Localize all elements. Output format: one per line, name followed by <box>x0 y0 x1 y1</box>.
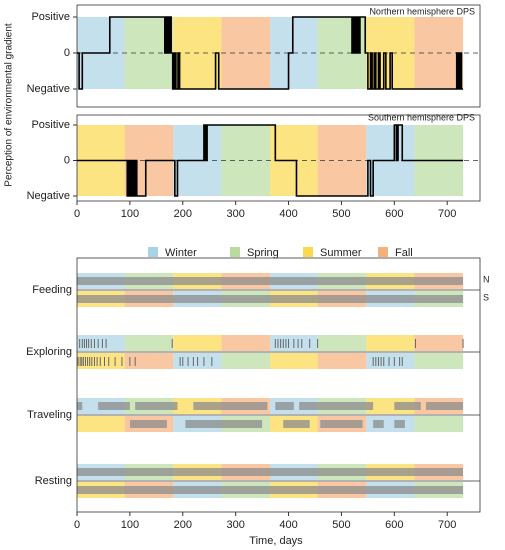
behavior-span <box>373 420 384 428</box>
x-tick-label: 600 <box>385 208 403 220</box>
season-band <box>270 353 318 369</box>
behavior-span <box>77 295 464 303</box>
behavior-span <box>77 486 464 494</box>
season-band <box>124 335 174 351</box>
behavior-span <box>135 402 178 410</box>
behavior-span <box>185 420 263 428</box>
behavior-label: Traveling <box>27 409 72 421</box>
season-band <box>221 125 271 196</box>
season-band <box>317 353 367 369</box>
x-tick-label: 100 <box>121 208 139 220</box>
x-axis-label: Time, days <box>249 535 303 547</box>
behavior-span <box>129 420 167 428</box>
legend-swatch <box>230 247 240 257</box>
behavior-span <box>426 402 464 410</box>
panel-title: Southern hemisphere DPS <box>368 112 475 122</box>
x-tick-label: 700 <box>438 519 456 531</box>
behavior-span <box>77 402 83 410</box>
x-tick-label: 700 <box>438 208 456 220</box>
behavior-span <box>275 402 294 410</box>
behavior-label: Feeding <box>32 284 72 296</box>
panel-frame <box>76 4 481 108</box>
behavior-span <box>394 420 405 428</box>
season-band <box>221 353 271 369</box>
legend-label: Spring <box>247 247 279 259</box>
x-tick-label: 500 <box>332 208 350 220</box>
step-line <box>77 124 464 197</box>
legend-label: Winter <box>165 247 197 259</box>
season-band <box>77 353 125 369</box>
hemisphere-label: N <box>483 274 490 284</box>
behavior-span <box>320 420 363 428</box>
step-line <box>77 16 464 90</box>
behavior-label: Resting <box>35 475 72 487</box>
y-tick-label: Negative <box>27 83 70 95</box>
hemisphere-label: S <box>483 292 489 302</box>
x-tick-label: 500 <box>332 519 350 531</box>
x-tick-label: 600 <box>385 519 403 531</box>
x-tick-label: 0 <box>74 519 80 531</box>
y-tick-label: Positive <box>31 119 70 131</box>
x-tick-label: 200 <box>174 208 192 220</box>
x-tick-label: 0 <box>74 208 80 220</box>
behavior-span <box>394 402 421 410</box>
behavior-span <box>193 402 268 410</box>
y-tick-label: Negative <box>27 190 70 202</box>
season-band <box>414 353 464 369</box>
season-band <box>77 416 125 432</box>
behavior-span <box>77 468 464 476</box>
y-tick-label: 0 <box>64 154 70 166</box>
behavior-span <box>98 402 130 410</box>
y-tick-label: 0 <box>64 47 70 59</box>
behavior-label: Exploring <box>26 346 72 358</box>
panel-title: Northern hemisphere DPS <box>369 6 475 16</box>
x-tick-label: 400 <box>279 208 297 220</box>
season-band <box>414 335 464 351</box>
behavior-span <box>299 402 374 410</box>
season-band <box>173 335 222 351</box>
y-tick-label: Positive <box>31 11 70 23</box>
season-band <box>221 17 271 89</box>
panel-frame <box>76 257 481 513</box>
season-band <box>414 416 464 432</box>
behavior-span <box>77 277 464 285</box>
season-band <box>366 335 415 351</box>
x-tick-label: 200 <box>174 519 192 531</box>
legend-swatch <box>303 247 313 257</box>
x-tick-label: 400 <box>279 519 297 531</box>
x-tick-label: 300 <box>226 208 244 220</box>
legend-label: Fall <box>395 247 413 259</box>
season-band <box>317 335 367 351</box>
behavior-span <box>283 420 310 428</box>
legend-swatch <box>148 247 158 257</box>
y-axis-label: Perception of environmental gradient <box>4 23 15 187</box>
legend-swatch <box>378 247 388 257</box>
x-tick-label: 300 <box>226 519 244 531</box>
season-band <box>221 335 271 351</box>
legend-label: Summer <box>320 247 362 259</box>
x-tick-label: 100 <box>121 519 139 531</box>
season-band <box>124 353 174 369</box>
panel-frame <box>76 114 481 202</box>
